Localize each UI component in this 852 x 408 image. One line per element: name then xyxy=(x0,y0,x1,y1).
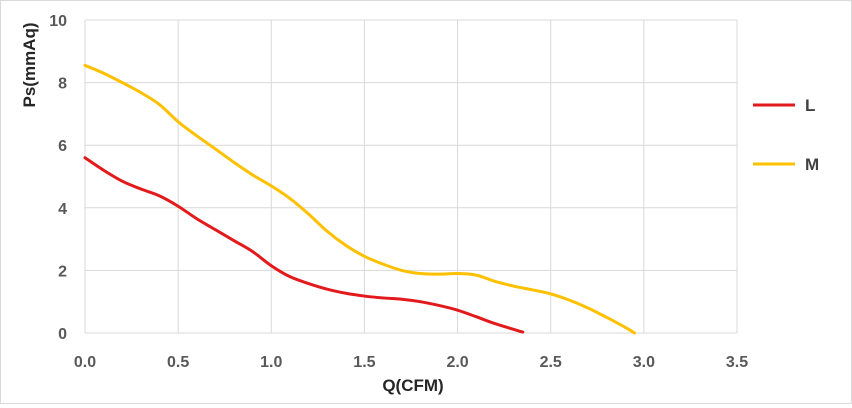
x-tick-label: 0.0 xyxy=(74,354,96,371)
y-tick-label: 8 xyxy=(58,76,67,93)
series-group xyxy=(83,63,637,335)
series-line-m xyxy=(83,63,637,335)
x-tick-label: 2.5 xyxy=(540,354,562,371)
x-tick-label: 3.0 xyxy=(633,354,655,371)
tick-labels: 0.0 0.5 1.0 1.5 2.0 2.5 3.0 3.5 0 2 4 6 8 10 xyxy=(49,13,748,371)
legend-label-m: M xyxy=(805,155,819,174)
y-tick-label: 6 xyxy=(58,138,67,155)
grid-lines xyxy=(84,19,738,334)
legend-label-l: L xyxy=(805,96,815,115)
x-axis-label: Q(CFM) xyxy=(382,376,443,395)
y-tick-label: 0 xyxy=(58,326,67,343)
x-tick-label: 0.5 xyxy=(167,354,189,371)
x-tick-label: 1.0 xyxy=(260,354,282,371)
x-tick-label: 3.5 xyxy=(726,354,748,371)
y-tick-label: 4 xyxy=(58,201,67,218)
series-line-l xyxy=(83,156,525,334)
x-tick-label: 2.0 xyxy=(446,354,468,371)
y-tick-label: 10 xyxy=(49,13,67,30)
x-tick-label: 1.5 xyxy=(353,354,375,371)
y-tick-label: 2 xyxy=(58,263,67,280)
legend: LM xyxy=(753,96,819,174)
y-axis-label: Ps(mmAq) xyxy=(20,22,39,107)
